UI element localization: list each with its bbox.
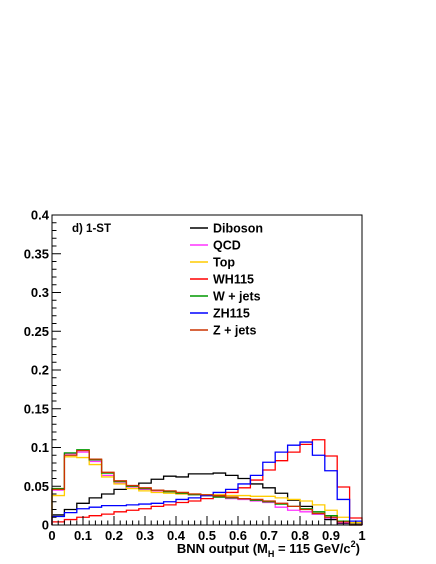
y-tick-label: 0.4 <box>31 208 50 223</box>
y-tick-label: 0.35 <box>24 246 49 261</box>
x-axis-title-mid: = 115 GeV/c <box>274 541 350 556</box>
x-tick-label: 0 <box>48 528 55 543</box>
x-tick-label: 0.3 <box>136 528 154 543</box>
legend: Diboson QCD Top WH115 W + jets ZH115 Z + jets <box>190 222 263 338</box>
y-tick-label: 0.15 <box>24 401 49 416</box>
panel-label: d) 1-ST <box>72 223 111 235</box>
series-line-qcd <box>51 451 362 526</box>
x-tick-label: 0.7 <box>260 528 278 543</box>
y-tick-label: 0.2 <box>31 363 49 378</box>
x-axis-title: BNN output (MH = 115 GeV/c2) <box>177 539 360 559</box>
ticks-layer: 0 0.1 0.2 0.3 0.4 0.5 0.6 0.7 0.8 0.9 1 0 0.05 0.1 0.1… <box>24 208 366 544</box>
y-tick-label: 0.25 <box>24 324 49 339</box>
legend-label: WH115 <box>213 273 254 287</box>
series-line-zh115 <box>51 441 363 525</box>
x-axis-title-pre: BNN output (M <box>177 541 268 556</box>
y-tick-label: 0.05 <box>24 479 49 494</box>
legend-label: Z + jets <box>213 324 256 338</box>
y-tick-label: 0.3 <box>31 285 49 300</box>
legend-label: Diboson <box>213 222 263 236</box>
x-tick-label: 0.4 <box>167 528 186 543</box>
legend-label: QCD <box>213 239 241 253</box>
x-axis-title-post: ) <box>356 541 360 556</box>
y-tick-label: 0 <box>42 518 49 533</box>
x-tick-label: 0.5 <box>198 528 216 543</box>
legend-label: W + jets <box>213 290 261 304</box>
legend-label: ZH115 <box>213 307 250 321</box>
x-tick-label: 0.8 <box>291 528 309 543</box>
x-tick-label: 0.1 <box>74 528 92 543</box>
legend-label: Top <box>213 256 235 270</box>
x-tick-label: 0.6 <box>229 528 247 543</box>
series-layer <box>51 439 363 526</box>
y-tick-label: 0.1 <box>31 440 49 455</box>
series-line-z-jets <box>51 449 362 526</box>
x-tick-label: 1 <box>358 528 365 543</box>
x-axis-title-sup: 2 <box>351 539 356 549</box>
x-tick-label: 0.9 <box>322 528 340 543</box>
x-tick-label: 0.2 <box>105 528 123 543</box>
x-axis-title-sub: H <box>268 549 275 559</box>
